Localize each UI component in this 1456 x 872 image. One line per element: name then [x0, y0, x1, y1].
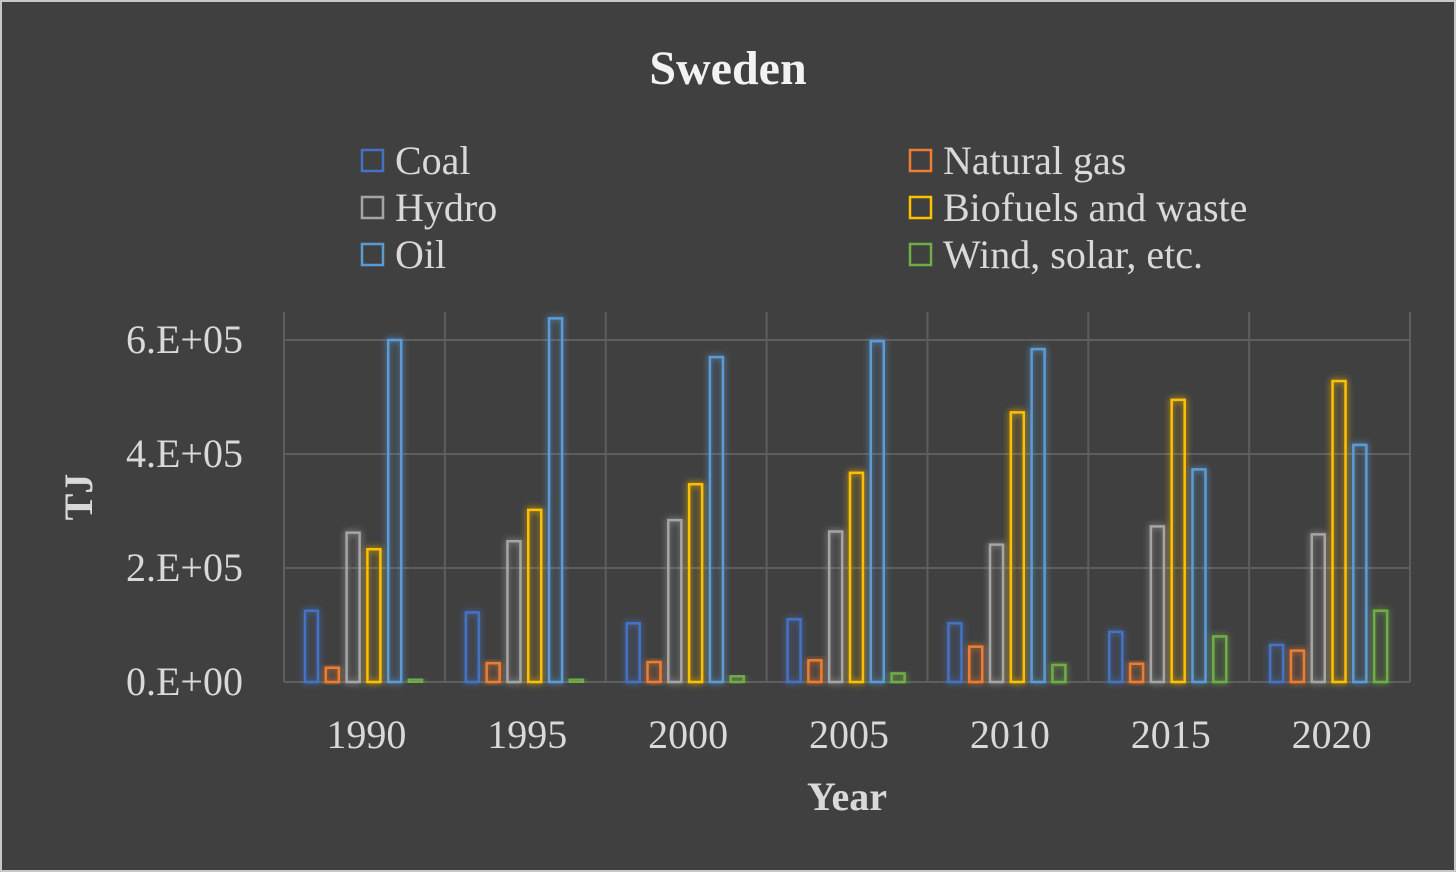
bar [464, 611, 481, 684]
legend-label: Wind, solar, etc. [943, 232, 1203, 277]
bar [568, 677, 585, 684]
bar [366, 547, 382, 684]
legend-swatch [908, 242, 933, 267]
x-tick-label: 2000 [648, 712, 728, 757]
bar [786, 618, 802, 684]
legend-label: Oil [395, 232, 446, 277]
bar [1108, 630, 1124, 684]
legend-swatch [360, 195, 385, 220]
bar [324, 666, 341, 684]
bar [967, 645, 984, 684]
bar [485, 661, 501, 684]
legend-swatch [360, 242, 385, 267]
bar [988, 543, 1005, 684]
bar [848, 471, 865, 684]
bar [1128, 662, 1145, 684]
bar [625, 622, 641, 684]
bar [303, 609, 320, 684]
bar [1352, 443, 1368, 684]
legend-swatch [908, 195, 933, 220]
bar [1268, 643, 1285, 684]
y-tick-label: 6.E+05 [126, 317, 243, 362]
bar [386, 338, 403, 684]
legend-swatch [360, 148, 385, 173]
bar [547, 317, 564, 684]
bar [345, 531, 361, 684]
bar [1170, 398, 1186, 684]
bar [667, 518, 683, 684]
bar [687, 482, 704, 684]
bar [1310, 533, 1326, 684]
x-tick-label: 2015 [1131, 712, 1211, 757]
bar [1051, 663, 1067, 684]
legend-label: Coal [395, 138, 471, 183]
bar [527, 508, 543, 684]
x-tick-label: 2005 [809, 712, 889, 757]
bar [729, 675, 745, 684]
x-tick-label: 2010 [970, 712, 1050, 757]
y-tick-label: 4.E+05 [126, 431, 243, 476]
legend-label: Biofuels and waste [943, 185, 1247, 230]
bar [827, 530, 844, 684]
bar [890, 672, 906, 684]
x-tick-label: 2020 [1292, 712, 1372, 757]
bar [1191, 468, 1207, 684]
x-tick-label: 1990 [326, 712, 406, 757]
gridlines [283, 312, 1411, 683]
bar [407, 677, 424, 684]
bar [1372, 609, 1389, 684]
y-axis-ticks: 0.E+00 2.E+05 4.E+05 6.E+05 [126, 317, 243, 704]
bar [1331, 379, 1347, 684]
bar [1030, 347, 1046, 684]
bar [1149, 525, 1166, 684]
bar [1289, 649, 1306, 684]
bar [1009, 411, 1026, 684]
legend-label: Hydro [395, 185, 497, 230]
bar [708, 355, 725, 684]
legend-swatch [908, 148, 933, 173]
bars [303, 317, 1389, 684]
bar [506, 539, 522, 684]
chart-title: Sweden [649, 42, 806, 95]
x-tick-label: 1995 [487, 712, 567, 757]
bar [807, 659, 823, 684]
bar [947, 622, 963, 684]
x-axis-ticks: 1990 1995 2000 2005 2010 2015 2020 [326, 712, 1371, 757]
legend: Coal Natural gas Hydro Biofuels and waste Oi… [360, 138, 1247, 277]
y-tick-label: 0.E+00 [126, 659, 243, 704]
y-axis-title: TJ [56, 474, 101, 521]
bar [646, 660, 662, 684]
legend-label: Natural gas [943, 138, 1126, 183]
bar [1212, 635, 1228, 684]
x-axis-title: Year [807, 774, 887, 819]
y-tick-label: 2.E+05 [126, 545, 243, 590]
bar [869, 339, 886, 684]
